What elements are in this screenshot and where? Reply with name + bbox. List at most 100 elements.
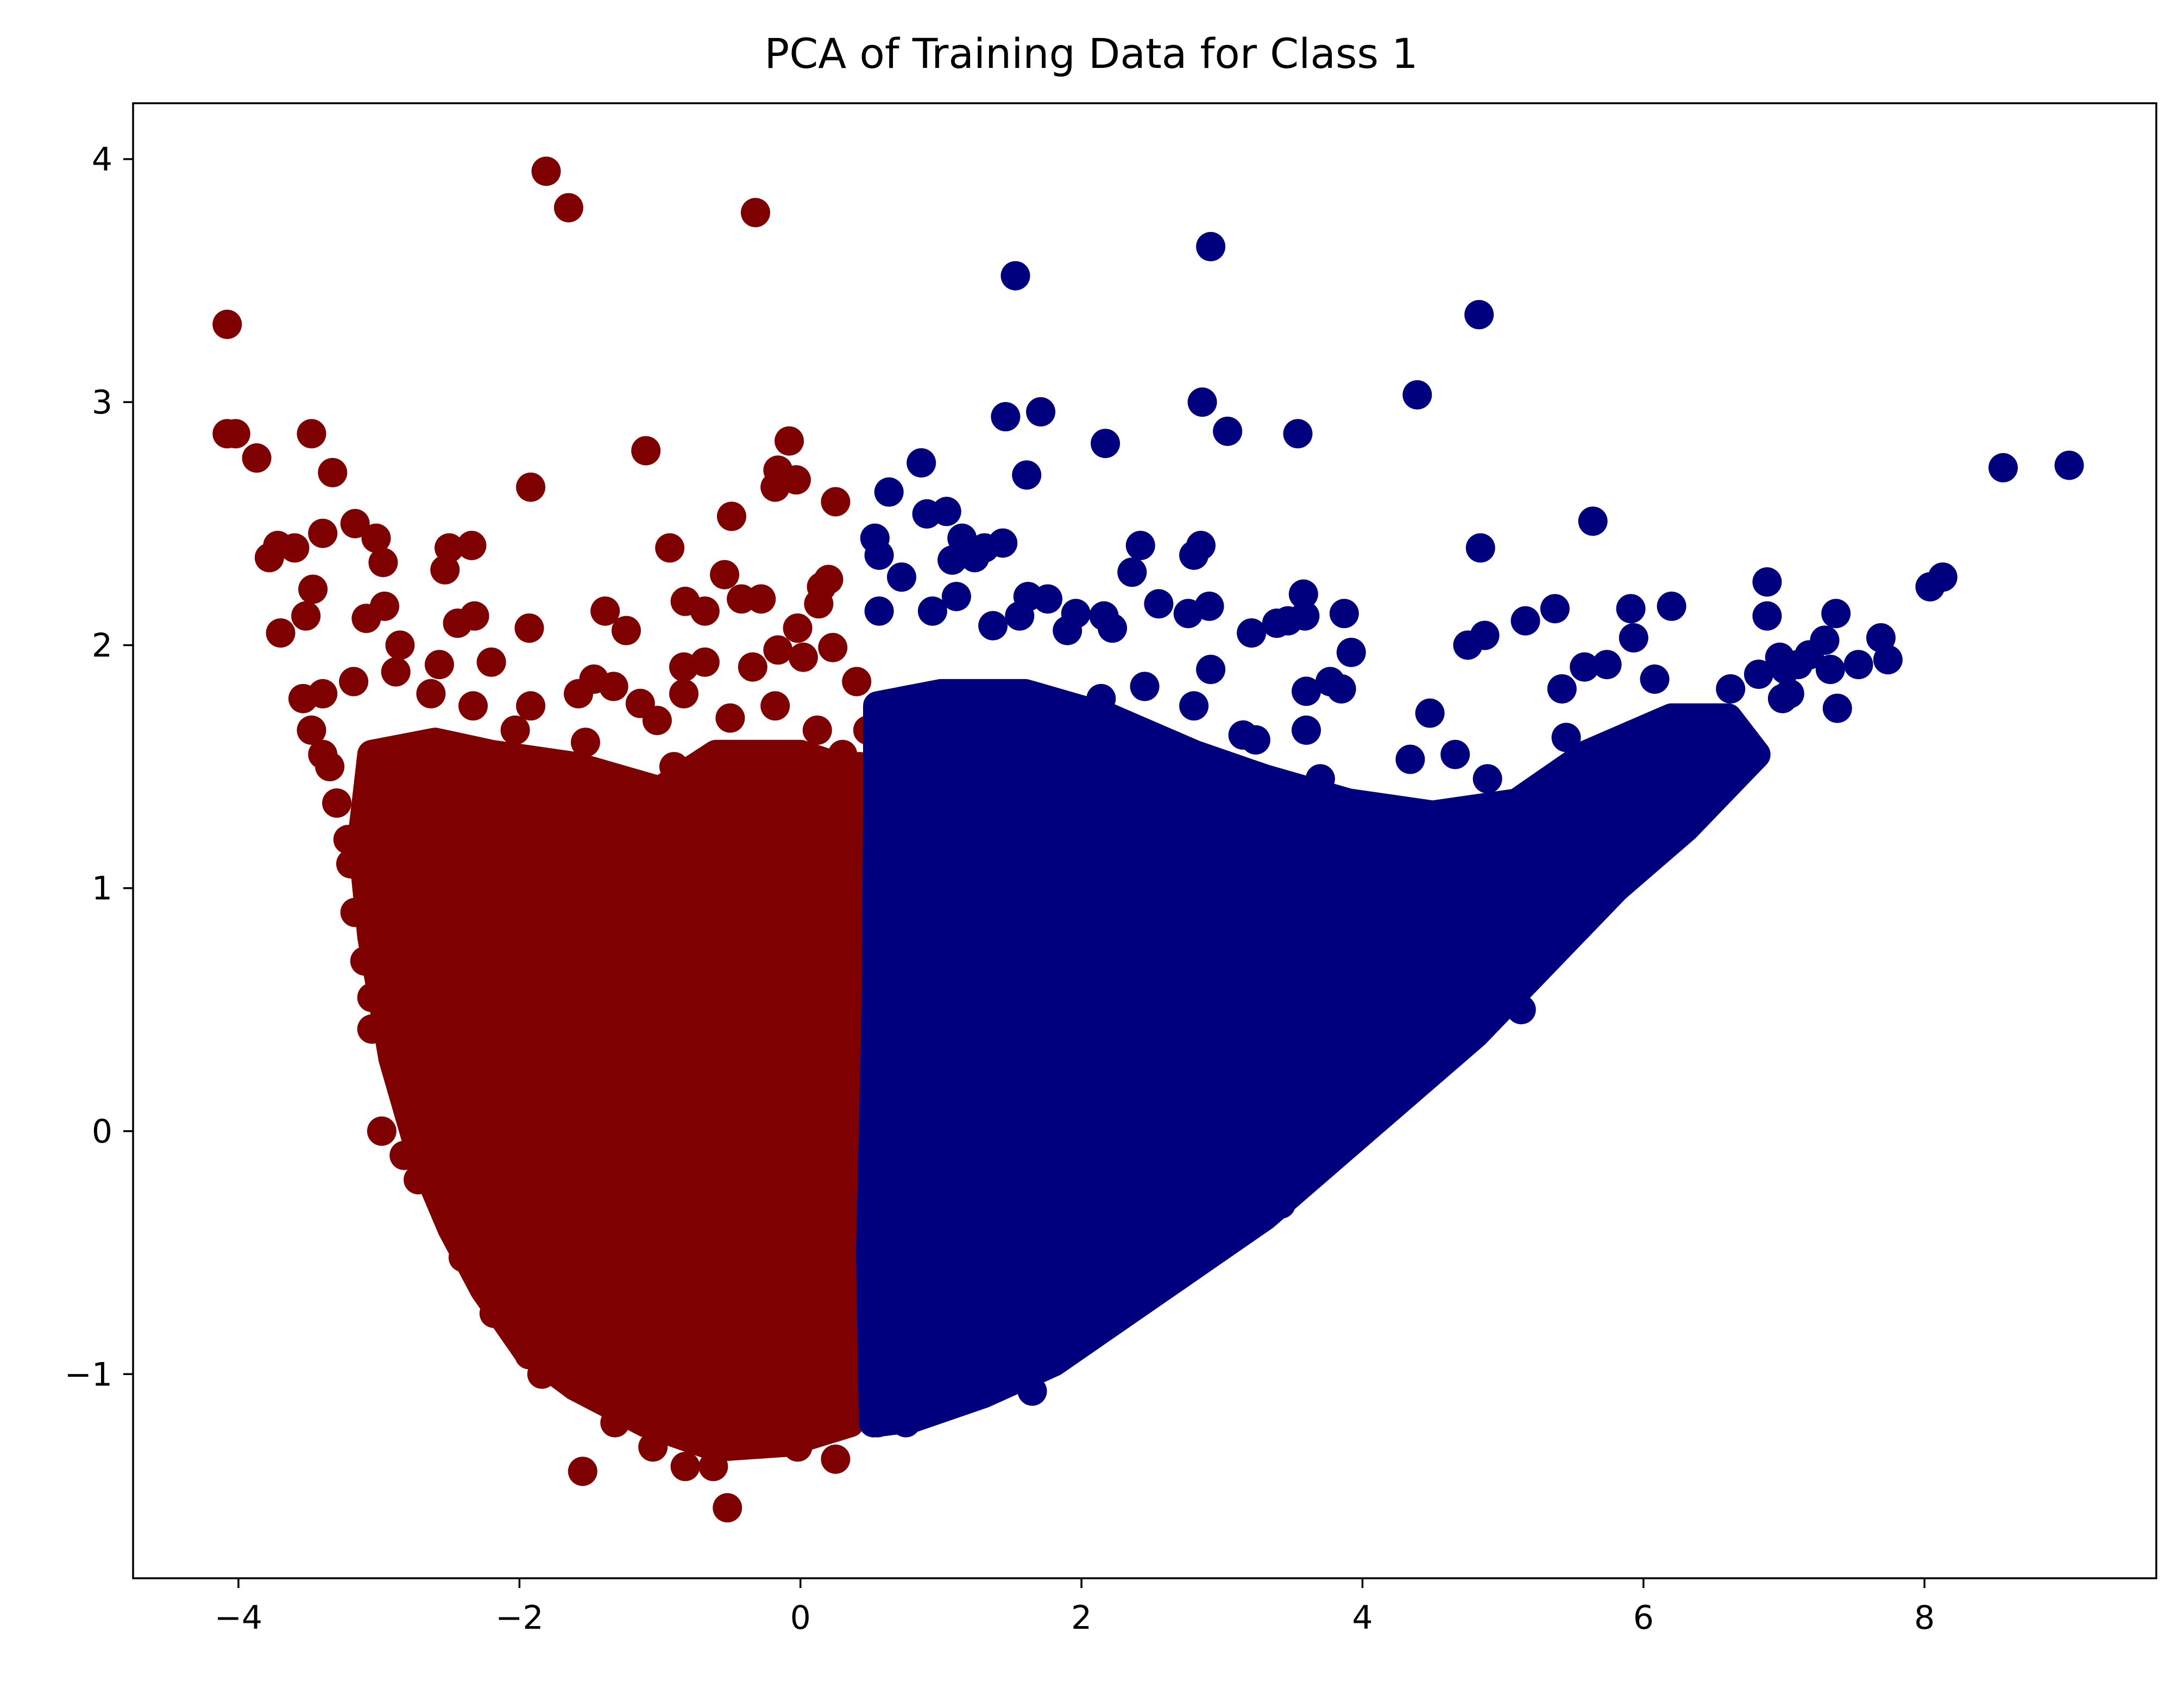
data-point xyxy=(1821,599,1851,629)
data-point xyxy=(1346,1104,1376,1134)
data-point xyxy=(476,647,506,677)
data-point xyxy=(340,509,370,538)
data-point xyxy=(361,523,391,553)
data-point xyxy=(1091,429,1121,459)
data-point xyxy=(1266,1189,1296,1219)
data-point xyxy=(1988,453,2018,482)
data-point xyxy=(804,589,834,619)
x-tick-label: 8 xyxy=(1914,1599,1935,1637)
data-point xyxy=(1237,618,1267,648)
data-point xyxy=(424,650,454,680)
data-point xyxy=(1915,572,1945,602)
data-point xyxy=(550,1352,580,1382)
data-point xyxy=(864,540,894,570)
data-point xyxy=(978,611,1008,641)
data-point xyxy=(1652,815,1682,845)
data-point xyxy=(385,630,415,660)
data-point xyxy=(1771,655,1801,685)
x-tick-label: −4 xyxy=(215,1599,262,1637)
y-tick-label: −1 xyxy=(65,1356,112,1394)
data-point xyxy=(308,518,338,548)
data-point xyxy=(1053,616,1082,645)
data-point xyxy=(1026,397,1056,427)
data-point xyxy=(886,562,916,592)
data-point xyxy=(1843,650,1873,680)
data-point xyxy=(991,401,1021,431)
data-point xyxy=(590,596,620,626)
data-point xyxy=(1213,416,1243,446)
data-point xyxy=(1012,460,1042,490)
data-point xyxy=(339,667,369,696)
data-point xyxy=(821,487,851,517)
data-point xyxy=(351,604,381,633)
data-point xyxy=(1752,567,1782,597)
data-point xyxy=(1005,601,1035,631)
data-point xyxy=(1373,1043,1403,1073)
data-point xyxy=(357,982,387,1012)
data-point xyxy=(631,436,661,466)
data-point xyxy=(322,788,352,818)
series-0 xyxy=(212,156,894,1523)
data-point xyxy=(802,715,832,745)
data-point xyxy=(381,657,411,687)
data-point xyxy=(1628,800,1658,830)
data-point xyxy=(564,679,594,708)
data-point xyxy=(940,1384,970,1414)
data-point xyxy=(1290,601,1320,631)
data-point xyxy=(221,419,250,449)
data-point xyxy=(1130,672,1160,701)
data-point xyxy=(1124,1287,1154,1316)
data-point xyxy=(291,601,321,631)
data-point xyxy=(655,533,685,563)
data-point xyxy=(1402,380,1432,410)
data-point xyxy=(960,543,990,573)
data-point xyxy=(814,564,844,594)
data-point xyxy=(435,533,464,563)
data-point xyxy=(1158,759,1188,789)
data-point xyxy=(715,703,745,733)
data-point xyxy=(1474,995,1504,1025)
data-point xyxy=(988,528,1018,558)
data-point xyxy=(1619,623,1648,653)
data-point xyxy=(1187,387,1217,417)
data-point xyxy=(1196,231,1226,261)
data-point xyxy=(1657,591,1686,621)
data-point xyxy=(818,632,848,662)
data-point xyxy=(1464,300,1494,330)
data-point xyxy=(638,1432,668,1462)
data-point xyxy=(863,1408,893,1438)
x-tick-label: −2 xyxy=(495,1599,543,1637)
data-point xyxy=(357,1014,387,1044)
data-point xyxy=(288,683,318,713)
data-point xyxy=(280,533,310,563)
data-point xyxy=(1592,650,1622,680)
data-point xyxy=(443,608,473,638)
data-point xyxy=(1329,599,1359,629)
data-point xyxy=(568,1457,597,1486)
data-point xyxy=(298,574,328,604)
data-point xyxy=(1752,601,1782,631)
data-point xyxy=(350,946,380,976)
data-point xyxy=(917,596,947,626)
data-point xyxy=(1616,594,1646,624)
data-point xyxy=(531,156,561,186)
data-point xyxy=(318,457,348,487)
data-point xyxy=(2054,450,2084,480)
data-point xyxy=(340,898,370,927)
axes: −4 −2 0 2 4 6 8 −1 0 1 2 3 4 xyxy=(65,141,1935,1637)
data-point xyxy=(254,543,284,573)
data-point xyxy=(931,497,961,526)
data-point xyxy=(701,747,731,777)
chart-title: PCA of Training Data for Class 1 xyxy=(764,29,1418,78)
data-point xyxy=(781,465,811,495)
data-point xyxy=(1193,1238,1223,1267)
y-tick-label: 2 xyxy=(92,626,112,664)
data-point xyxy=(954,691,984,721)
x-tick-label: 6 xyxy=(1633,1599,1654,1637)
data-point xyxy=(1551,723,1581,752)
y-tick-label: 3 xyxy=(92,384,112,422)
data-point xyxy=(1744,660,1773,689)
data-point xyxy=(1472,764,1502,794)
data-point xyxy=(1228,720,1258,750)
